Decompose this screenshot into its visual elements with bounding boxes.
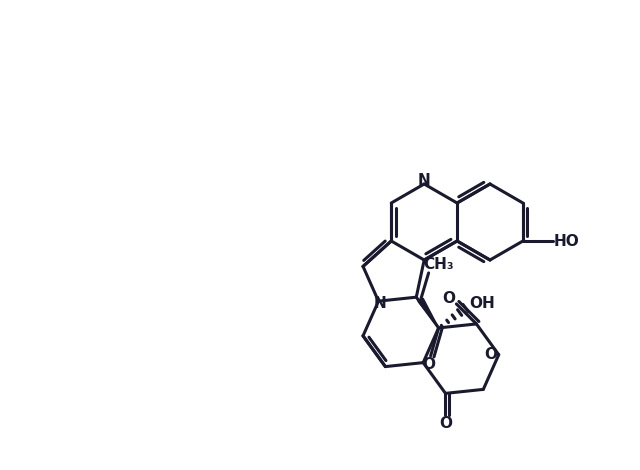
- Text: HO: HO: [554, 234, 580, 249]
- Text: O: O: [442, 291, 455, 306]
- Text: O: O: [422, 357, 435, 372]
- Text: N: N: [418, 172, 431, 188]
- Text: O: O: [439, 416, 452, 431]
- Polygon shape: [418, 298, 438, 328]
- Text: O: O: [484, 347, 497, 362]
- Text: OH: OH: [470, 297, 495, 312]
- Text: N: N: [374, 296, 387, 311]
- Text: CH₃: CH₃: [423, 258, 454, 273]
